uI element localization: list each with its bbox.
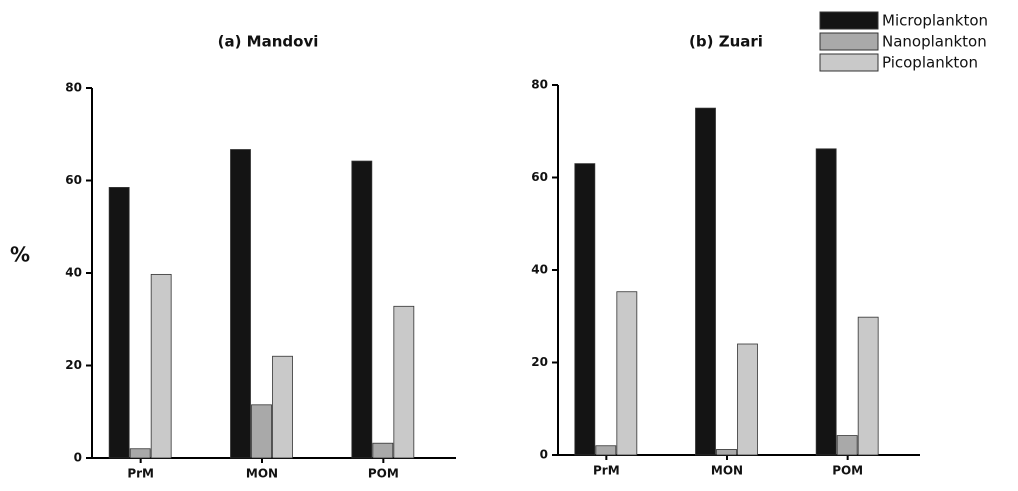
x-tick-label: PrM: [127, 467, 154, 481]
y-tick-label: 80: [531, 78, 548, 92]
y-tick-label: 60: [531, 170, 548, 184]
x-tick-label: POM: [832, 464, 863, 478]
y-tick-label: 20: [65, 358, 82, 372]
bar: [737, 343, 758, 456]
legend-swatch: [819, 32, 879, 51]
legend-swatch: [819, 53, 879, 72]
bar: [815, 148, 837, 456]
y-tick-label: 40: [65, 266, 82, 280]
bar: [129, 448, 151, 459]
legend-label: Picoplankton: [882, 54, 978, 72]
legend-label: Microplankton: [882, 12, 988, 30]
x-tick-label: MON: [246, 467, 278, 481]
bar: [836, 435, 858, 456]
x-tick-label: PrM: [593, 464, 620, 478]
bar: [857, 316, 879, 456]
bar: [372, 442, 394, 459]
bar: [230, 149, 251, 459]
x-tick-label: MON: [711, 464, 743, 478]
chart-title: (a) Mandovi: [218, 33, 319, 51]
y-axis-label: %: [10, 243, 30, 267]
bar: [574, 163, 596, 456]
y-tick-label: 40: [531, 263, 548, 277]
y-tick-label: 80: [65, 81, 82, 95]
bar: [251, 404, 272, 459]
bar: [616, 291, 638, 456]
bar: [108, 187, 130, 459]
bar: [695, 107, 716, 456]
legend-swatch: [819, 11, 879, 30]
chart-title: (b) Zuari: [689, 33, 763, 51]
y-tick-label: 20: [531, 355, 548, 369]
bar: [272, 355, 293, 459]
y-tick-label: 0: [74, 451, 82, 465]
x-tick-label: POM: [368, 467, 399, 481]
bar: [150, 273, 172, 459]
bar: [351, 160, 373, 459]
y-tick-label: 0: [540, 448, 548, 462]
bar: [595, 445, 617, 456]
legend-label: Nanoplankton: [882, 33, 987, 51]
y-tick-label: 60: [65, 173, 82, 187]
bar: [716, 449, 737, 456]
bar: [393, 305, 415, 459]
